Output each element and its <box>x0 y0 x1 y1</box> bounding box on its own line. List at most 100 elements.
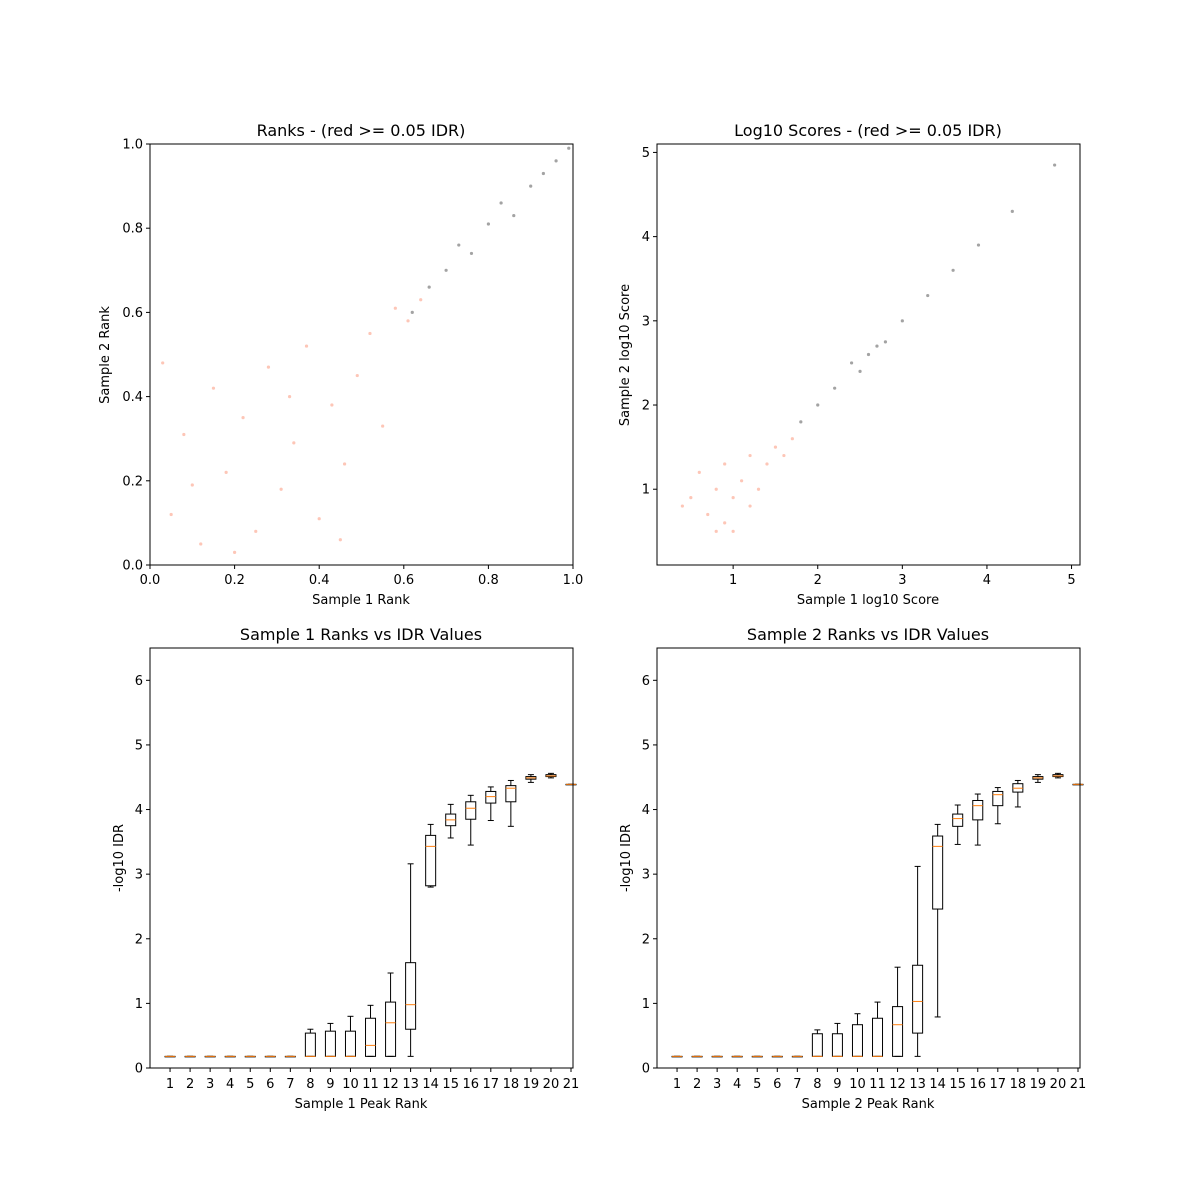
ranks-point-pass <box>444 268 448 272</box>
ranks-ylabel: Sample 2 Rank <box>98 306 113 404</box>
s1-idr-box-2 <box>184 1055 196 1058</box>
ranks-point-fail <box>419 298 423 302</box>
s1-idr-xtick-label: 17 <box>483 1077 500 1092</box>
s2-idr-box-19 <box>1032 774 1044 783</box>
ranks-xtick-label: 0.4 <box>309 573 330 588</box>
s1-idr-box-body <box>304 1032 316 1057</box>
scores-point-fail <box>731 496 735 500</box>
s2-idr-box-body <box>811 1033 823 1057</box>
ranks-point-fail <box>381 424 385 428</box>
ranks-point-fail <box>338 538 342 542</box>
ranks-point-pass <box>427 285 431 289</box>
ranks-point-fail <box>266 365 271 369</box>
s2-idr-box-body <box>972 799 984 821</box>
ranks-point-fail <box>287 395 292 399</box>
ranks-point-pass <box>554 159 558 163</box>
s1-idr-ytick-label: 5 <box>135 738 143 753</box>
s1-idr-xtick-label: 15 <box>442 1077 459 1092</box>
s1-idr-box-9 <box>324 1022 336 1057</box>
s1-idr-box-13 <box>405 863 417 1057</box>
s1-idr-ytick-label: 4 <box>135 803 143 818</box>
ranks-point-pass <box>486 222 490 226</box>
s2-idr-xtick-label: 5 <box>753 1077 761 1092</box>
s1-idr-xtick-label: 8 <box>306 1077 314 1092</box>
scores-point-fail <box>790 437 794 441</box>
s1-idr-box-body <box>505 785 517 803</box>
scores-points <box>680 163 1057 533</box>
s1-idr-ytick-label: 0 <box>135 1062 143 1077</box>
scores-point-pass <box>858 369 862 373</box>
s2-idr-xlabel: Sample 2 Peak Rank <box>802 1097 935 1112</box>
s1-idr-axes-frame <box>149 647 574 1069</box>
s2-idr-box-body <box>851 1024 863 1057</box>
s1-idr-box-body <box>385 1001 397 1057</box>
scores-point-fail <box>714 487 718 491</box>
s1-idr-xtick-label: 11 <box>362 1077 379 1092</box>
s1-idr-box-3 <box>204 1055 216 1058</box>
scores-point-fail <box>782 453 786 458</box>
ranks-point-fail <box>330 403 334 407</box>
scores-xtick-label: 2 <box>814 573 822 588</box>
s1-idr-box-12 <box>385 972 397 1057</box>
scores-point-pass <box>1010 209 1014 213</box>
s1-idr-box-body <box>485 790 497 804</box>
scores-point-fail <box>680 504 684 508</box>
panel-sample1-idr: Sample 1 Ranks vs IDR Values Sample 1 Pe… <box>112 625 482 1112</box>
s2-idr-ytick-label: 1 <box>642 997 650 1012</box>
ranks-point-pass <box>567 146 571 150</box>
s2-idr-box-14 <box>932 823 944 1018</box>
ranks-ytick-label: 0.0 <box>122 559 143 574</box>
scores-point-fail <box>765 462 769 466</box>
s2-idr-ytick-label: 3 <box>642 868 650 883</box>
scores-point-pass <box>900 319 904 323</box>
ranks-point-fail <box>254 529 258 533</box>
s1-idr-box-body <box>344 1030 356 1057</box>
scores-point-fail <box>731 529 735 533</box>
s2-idr-xtick-label: 16 <box>969 1077 986 1092</box>
scores-ylabel: Sample 2 log10 Score <box>618 284 633 426</box>
s1-idr-box-1 <box>164 1055 176 1058</box>
ranks-point-fail <box>199 542 203 546</box>
ranks-point-fail <box>279 487 283 491</box>
s2-idr-box-body <box>932 835 944 910</box>
scores-point-pass <box>799 420 803 424</box>
s2-idr-xtick-label: 10 <box>849 1077 866 1092</box>
s2-idr-ytick-label: 5 <box>642 738 650 753</box>
s1-idr-box-14 <box>425 823 437 888</box>
scores-point-pass <box>1053 163 1057 167</box>
scores-point-pass <box>883 340 888 344</box>
ranks-ytick-label: 0.8 <box>122 222 143 237</box>
scores-point-fail <box>706 512 710 517</box>
ranks-point-pass <box>499 201 503 205</box>
scores-xtick-label: 5 <box>1067 573 1075 588</box>
ranks-point-fail <box>190 483 194 487</box>
s2-idr-box-18 <box>1012 779 1024 808</box>
scores-point-fail <box>756 487 761 491</box>
ranks-point-fail <box>317 517 321 521</box>
s2-idr-xtick-label: 7 <box>793 1077 801 1092</box>
ranks-point-fail <box>211 386 216 390</box>
ranks-point-fail <box>342 462 347 466</box>
s2-idr-xtick-label: 3 <box>713 1077 721 1092</box>
ranks-ytick-label: 0.2 <box>122 474 143 489</box>
s1-idr-xtick-label: 16 <box>462 1077 479 1092</box>
ranks-point-fail <box>406 319 410 323</box>
s1-idr-boxes <box>164 772 577 1058</box>
s1-idr-box-body <box>365 1017 377 1057</box>
ranks-point-fail <box>241 416 245 420</box>
scores-point-fail <box>740 479 744 483</box>
s1-idr-box-20 <box>545 772 557 779</box>
s2-idr-xtick-label: 17 <box>990 1077 1007 1092</box>
s1-idr-box-body <box>465 801 477 820</box>
s1-idr-ylabel: -log10 IDR <box>112 824 127 892</box>
scores-point-fail <box>748 453 752 458</box>
s1-idr-box-15 <box>445 803 457 839</box>
s2-idr-box-body <box>872 1017 884 1057</box>
ranks-point-fail <box>368 331 372 336</box>
s2-idr-ylabel: -log10 IDR <box>619 824 634 892</box>
ranks-xlabel: Sample 1 Rank <box>312 593 410 608</box>
s1-idr-xtick-label: 4 <box>226 1077 234 1092</box>
s2-idr-box-7 <box>791 1055 803 1058</box>
s2-idr-box-5 <box>751 1055 763 1058</box>
ranks-title: Ranks - (red >= 0.05 IDR) <box>257 121 466 140</box>
